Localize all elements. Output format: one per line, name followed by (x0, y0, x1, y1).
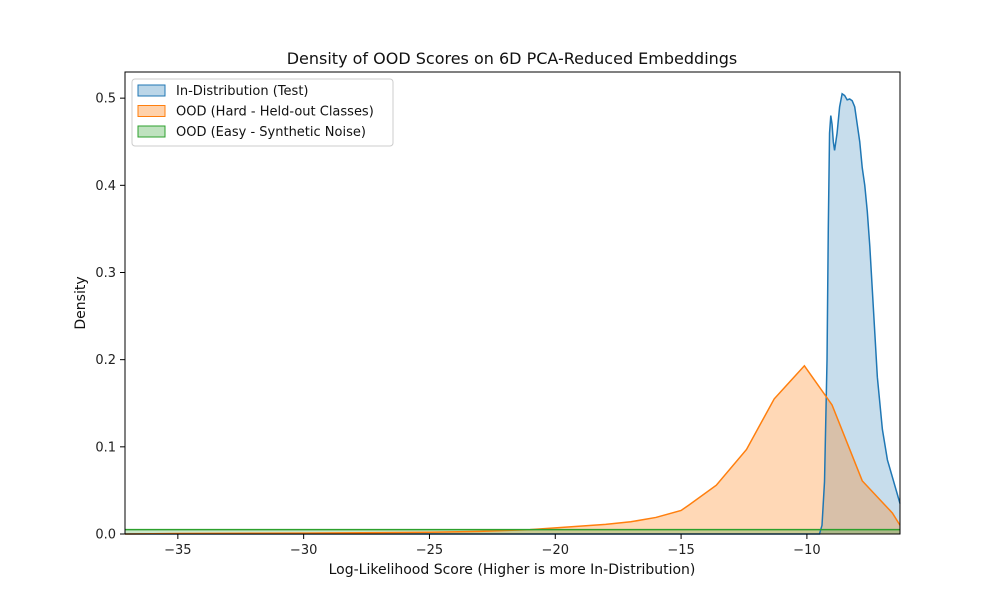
x-axis-label: Log-Likelihood Score (Higher is more In-… (329, 562, 696, 578)
y-tick-label: 0.2 (95, 353, 116, 368)
y-tick-label: 0.4 (95, 179, 116, 194)
x-tick-label: −35 (164, 543, 191, 558)
y-axis-label: Density (73, 276, 89, 329)
legend-box (131, 78, 394, 147)
legend-swatch-2 (137, 125, 166, 138)
x-tick-label: −25 (416, 543, 443, 558)
y-tick-label: 0.3 (95, 266, 116, 281)
chart-title: Density of OOD Scores on 6D PCA-Reduced … (287, 49, 738, 68)
x-tick-label: −20 (542, 543, 569, 558)
series-lines (124, 92, 901, 535)
y-tick-label: 0.0 (95, 528, 116, 543)
x-tick-label: −15 (667, 543, 694, 558)
x-tick-label: −30 (290, 543, 317, 558)
y-tick-label: 0.5 (95, 92, 116, 107)
legend-label-1: OOD (Hard - Held-out Classes) (176, 105, 374, 120)
plot-frame (124, 71, 901, 535)
legend-swatch-0 (137, 84, 166, 97)
series-line-0 (125, 92, 901, 535)
legend-swatch-1 (137, 105, 166, 117)
series-line-1 (124, 364, 901, 535)
legend: In-Distribution (Test) OOD (Hard - Held-o… (131, 78, 394, 147)
legend-label-2: OOD (Easy - Synthetic Noise) (176, 125, 366, 140)
x-tick-label: −10 (793, 543, 820, 558)
legend-label-0: In-Distribution (Test) (176, 84, 308, 99)
y-tick-label: 0.1 (95, 440, 116, 455)
axis-ticks: −35 −30 −25 −20 −15 −10 0.0 0.1 0.2 0.3 0.4 0.5 (95, 92, 820, 558)
